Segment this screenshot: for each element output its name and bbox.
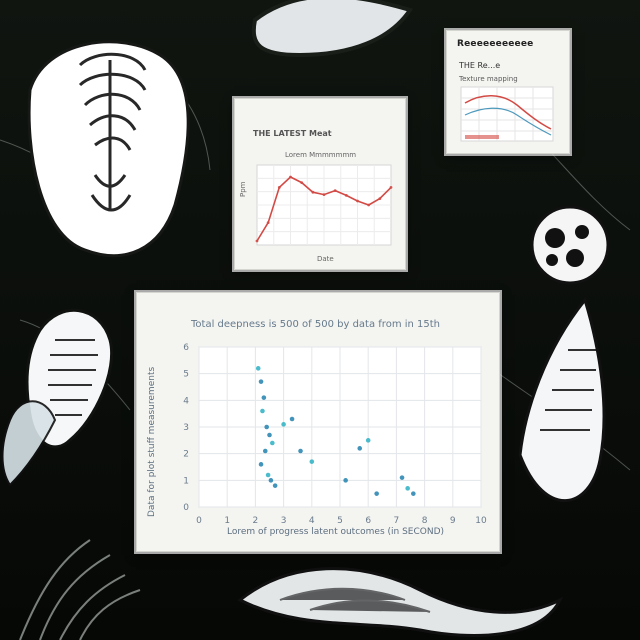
- middle-chart-subtitle: Lorem Mmmmmmm: [285, 151, 357, 159]
- middle-line-point: [311, 190, 315, 194]
- scatter-x-tick-label: 8: [422, 516, 428, 526]
- scatter-chart-y-label: Data for plot stuff measurements: [147, 366, 157, 517]
- mini-chart-thumbnail: [460, 86, 554, 142]
- scatter-y-tick-label: 3: [183, 423, 189, 433]
- middle-line-point: [367, 203, 371, 207]
- circle-dots-icon: [530, 205, 610, 285]
- card-top-right: Reeeeeeeeeee THE Re...e Texture mapping: [446, 30, 570, 154]
- scatter-point: [272, 483, 278, 488]
- scatter-point: [258, 379, 264, 384]
- middle-chart-title: THE LATEST Meat: [253, 129, 332, 138]
- scatter-point: [289, 416, 295, 422]
- scatter-x-tick-label: 2: [253, 516, 259, 526]
- scatter-point: [264, 424, 269, 430]
- middle-chart-x-label: Date: [317, 255, 334, 263]
- scatter-y-tick-label: 5: [183, 370, 189, 380]
- scatter-point: [255, 366, 261, 371]
- leaf-petal-icon: [1, 400, 57, 487]
- middle-line-point: [378, 197, 382, 200]
- scatter-point: [343, 478, 348, 483]
- middle-line-point: [277, 186, 281, 189]
- scatter-x-tick-label: 1: [224, 516, 230, 526]
- card-bottom-scatter-chart: Total deepness is 500 of 500 by data fro…: [136, 292, 500, 552]
- scatter-point: [399, 475, 405, 480]
- scatter-point: [374, 491, 379, 496]
- middle-line-point: [255, 239, 259, 243]
- scatter-x-tick-label: 10: [475, 516, 487, 526]
- scatter-chart-title: Total deepness is 500 of 500 by data fro…: [191, 319, 441, 330]
- card-top-right-subtitle: THE Re...e: [459, 61, 501, 70]
- texture-mapping-note: Texture mapping: [459, 75, 518, 83]
- middle-line-point: [266, 221, 270, 224]
- scatter-y-tick-label: 4: [183, 396, 189, 406]
- scatter-point: [260, 408, 265, 414]
- card-top-right-title: Reeeeeeeeeee: [457, 39, 534, 49]
- middle-line-point: [322, 193, 326, 196]
- card-middle-line-chart: THE LATEST Meat Lorem Mmmmmmm Date Ppm: [234, 98, 406, 270]
- scatter-point: [281, 422, 286, 427]
- scatter-point: [265, 472, 271, 478]
- scatter-point: [357, 446, 363, 451]
- scatter-point: [270, 440, 275, 446]
- scatter-point: [267, 432, 272, 438]
- seed-pod-icon: [237, 567, 564, 638]
- scatter-point: [405, 486, 410, 491]
- middle-chart-y-label: Ppm: [239, 181, 247, 197]
- middle-line-point: [333, 189, 337, 192]
- scatter-point: [258, 462, 264, 467]
- middle-line-point: [289, 175, 292, 179]
- scatter-point: [298, 448, 303, 454]
- scatter-x-tick-label: 5: [337, 516, 343, 526]
- scatter-point: [262, 448, 268, 454]
- scatter-chart-x-label: Lorem of progress latent outcomes (in SE…: [227, 527, 445, 537]
- swirl-sketch: [251, 0, 414, 58]
- scatter-x-tick-label: 7: [394, 516, 400, 526]
- scatter-point: [365, 438, 371, 443]
- middle-line-point: [356, 199, 359, 203]
- scatter-point: [268, 478, 274, 483]
- scatter-x-tick-label: 9: [450, 516, 456, 526]
- scatter-y-tick-label: 0: [183, 503, 189, 513]
- middle-line-point: [344, 194, 348, 197]
- scatter-y-tick-label: 1: [183, 476, 189, 486]
- scatter-x-tick-label: 0: [196, 516, 202, 526]
- scatter-point: [309, 459, 315, 464]
- scatter-point: [411, 491, 416, 496]
- scatter-y-tick-label: 6: [183, 343, 189, 353]
- middle-line-point: [389, 186, 393, 189]
- scatter-point: [261, 395, 267, 400]
- scatter-chart: 0 1 2 3 4 5 6 7 8 9 10 0 1 2 3 4 5 6: [183, 343, 487, 526]
- scatter-x-tick-label: 3: [281, 516, 287, 526]
- scatter-x-tick-label: 6: [365, 516, 371, 526]
- plant-stems-icon: [19, 539, 141, 640]
- middle-line-point: [300, 181, 304, 184]
- scatter-y-tick-label: 2: [183, 450, 189, 460]
- middle-line-chart: [255, 164, 393, 246]
- scatter-x-tick-label: 4: [309, 516, 315, 526]
